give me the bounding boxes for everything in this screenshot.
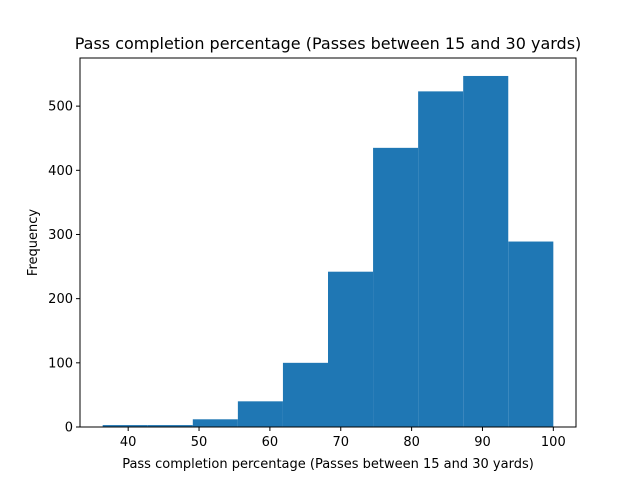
y-tick-label: 100 — [48, 356, 73, 371]
y-tick-label: 500 — [48, 100, 73, 115]
histogram-bar — [418, 91, 464, 428]
histogram-bar — [237, 401, 283, 427]
y-tick-label: 0 — [65, 421, 73, 436]
histogram-bar — [282, 362, 328, 427]
y-axis-label: Frequency — [26, 209, 41, 276]
histogram-bar — [102, 425, 148, 427]
histogram-bar — [463, 75, 509, 428]
histogram-bar — [192, 419, 238, 427]
x-tick-label: 60 — [262, 435, 279, 450]
x-tick-label: 100 — [541, 435, 566, 450]
y-tick-label: 200 — [48, 292, 73, 307]
chart-title: Pass completion percentage (Passes betwe… — [75, 34, 582, 53]
y-tick-label: 400 — [48, 164, 73, 179]
x-tick-label: 50 — [191, 435, 208, 450]
plot-frame — [79, 57, 577, 428]
y-axis-ticks: 0 100 200 300 400 500 — [48, 100, 80, 436]
x-tick-label: 80 — [403, 435, 420, 450]
y-tick-label: 300 — [48, 228, 73, 243]
x-tick-label: 90 — [474, 435, 491, 450]
bars-group — [102, 75, 554, 428]
x-tick-label: 40 — [120, 435, 137, 450]
histogram-bar — [328, 271, 374, 427]
x-tick-label: 70 — [332, 435, 349, 450]
x-axis-label: Pass completion percentage (Passes betwe… — [122, 457, 534, 472]
histogram-bar — [508, 241, 554, 427]
histogram-bar — [147, 425, 193, 427]
x-axis-ticks: 40 50 60 70 80 90 100 — [120, 427, 566, 450]
histogram-bar — [373, 147, 419, 427]
